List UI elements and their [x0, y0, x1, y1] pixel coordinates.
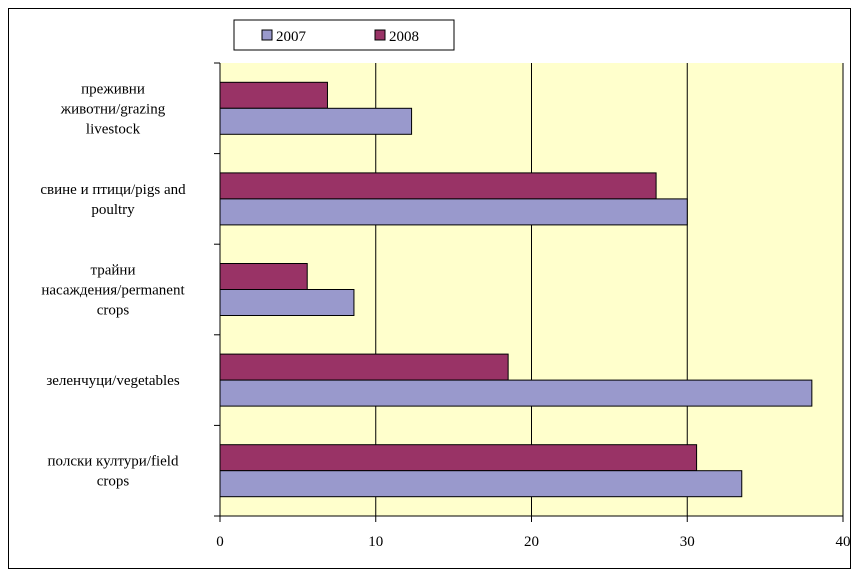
category-label: зеленчуци/vegetables	[46, 373, 179, 389]
legend-swatch-2007	[261, 29, 273, 41]
bar-2008	[219, 81, 328, 109]
legend: 2007 2008	[233, 19, 455, 51]
category-label: полски култури/field crops	[48, 454, 179, 490]
legend-label-2008: 2008	[389, 29, 419, 45]
y-axis-labels: преживни животни/grazing livestock свине и …	[40, 81, 186, 489]
category-label: преживни животни/grazing livestock	[60, 81, 166, 137]
bar-2007	[219, 289, 355, 316]
bar-2007	[219, 470, 743, 498]
bars	[219, 81, 813, 498]
bar-2008	[219, 172, 657, 200]
x-tick-label: 0	[216, 534, 224, 550]
bar-2008	[219, 263, 308, 290]
bar-2007	[219, 198, 688, 226]
category-label: свине и птици/pigs and poultry	[40, 182, 186, 218]
category-label: трайни насаждения/permanent crops	[41, 263, 185, 319]
gridlines	[375, 63, 844, 516]
bar-2008	[219, 444, 698, 472]
x-tick-label: 40	[836, 534, 851, 550]
x-tick-label: 30	[680, 534, 695, 550]
bar-2007	[219, 107, 413, 135]
x-tick-label: 10	[368, 534, 383, 550]
bar-2008	[219, 353, 509, 381]
bar-2007	[219, 379, 813, 407]
legend-swatch-2008	[374, 29, 386, 41]
x-tick-label: 20	[524, 534, 539, 550]
legend-label-2007: 2007	[276, 29, 307, 45]
x-axis-ticks: 0 10 20 30 40	[216, 516, 851, 550]
